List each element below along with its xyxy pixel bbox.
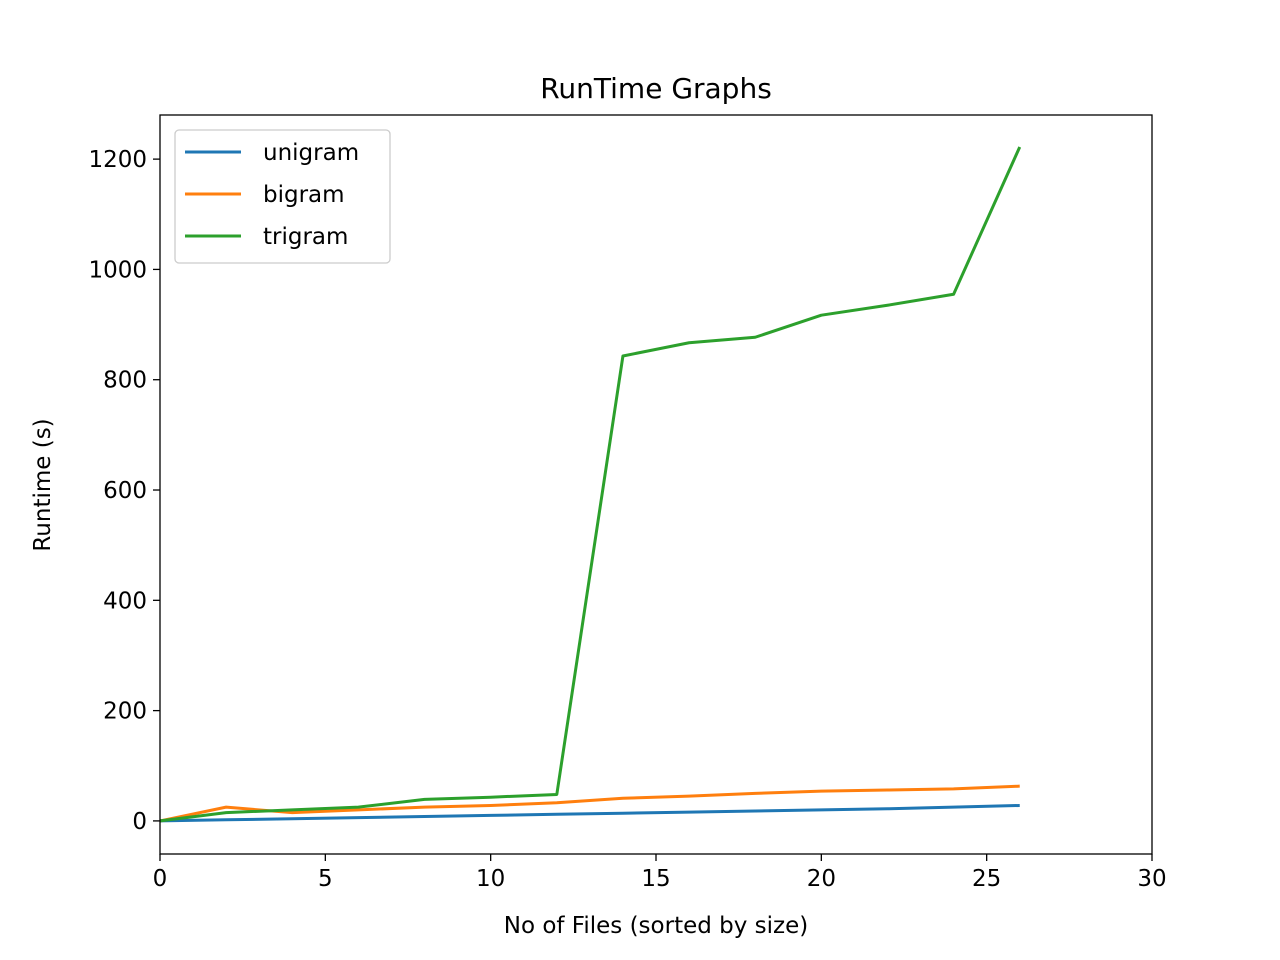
x-tick-label: 20 [807, 866, 836, 892]
x-tick-label: 15 [641, 866, 670, 892]
y-tick-label: 0 [132, 809, 147, 835]
legend-label-trigram: trigram [263, 224, 348, 250]
series-line-bigram [159, 784, 1020, 823]
x-tick-label: 0 [153, 866, 168, 892]
y-axis-ticks: 0 200 400 600 800 1000 1200 [88, 147, 160, 835]
chart-title: RunTime Graphs [540, 72, 772, 105]
y-tick-label: 1000 [88, 257, 147, 283]
series-line-trigram [159, 146, 1022, 823]
plot-lines [159, 146, 1022, 823]
series-line-unigram [159, 803, 1020, 823]
y-tick-label: 200 [103, 699, 147, 725]
y-tick-label: 600 [103, 478, 147, 504]
x-axis-label: No of Files (sorted by size) [504, 913, 809, 939]
x-tick-label: 5 [318, 866, 333, 892]
legend-label-unigram: unigram [263, 140, 359, 166]
y-axis-label: Runtime (s) [30, 418, 56, 551]
y-tick-label: 1200 [88, 147, 147, 173]
x-tick-label: 10 [476, 866, 505, 892]
legend-box [174, 129, 391, 264]
legend: unigram bigram trigram [174, 129, 391, 264]
x-axis-ticks: 0 5 10 15 20 25 30 [153, 854, 1167, 892]
x-tick-label: 25 [972, 866, 1001, 892]
y-tick-label: 400 [103, 588, 147, 614]
legend-label-bigram: bigram [263, 182, 345, 208]
x-tick-label: 30 [1137, 866, 1166, 892]
y-tick-label: 800 [103, 368, 147, 394]
